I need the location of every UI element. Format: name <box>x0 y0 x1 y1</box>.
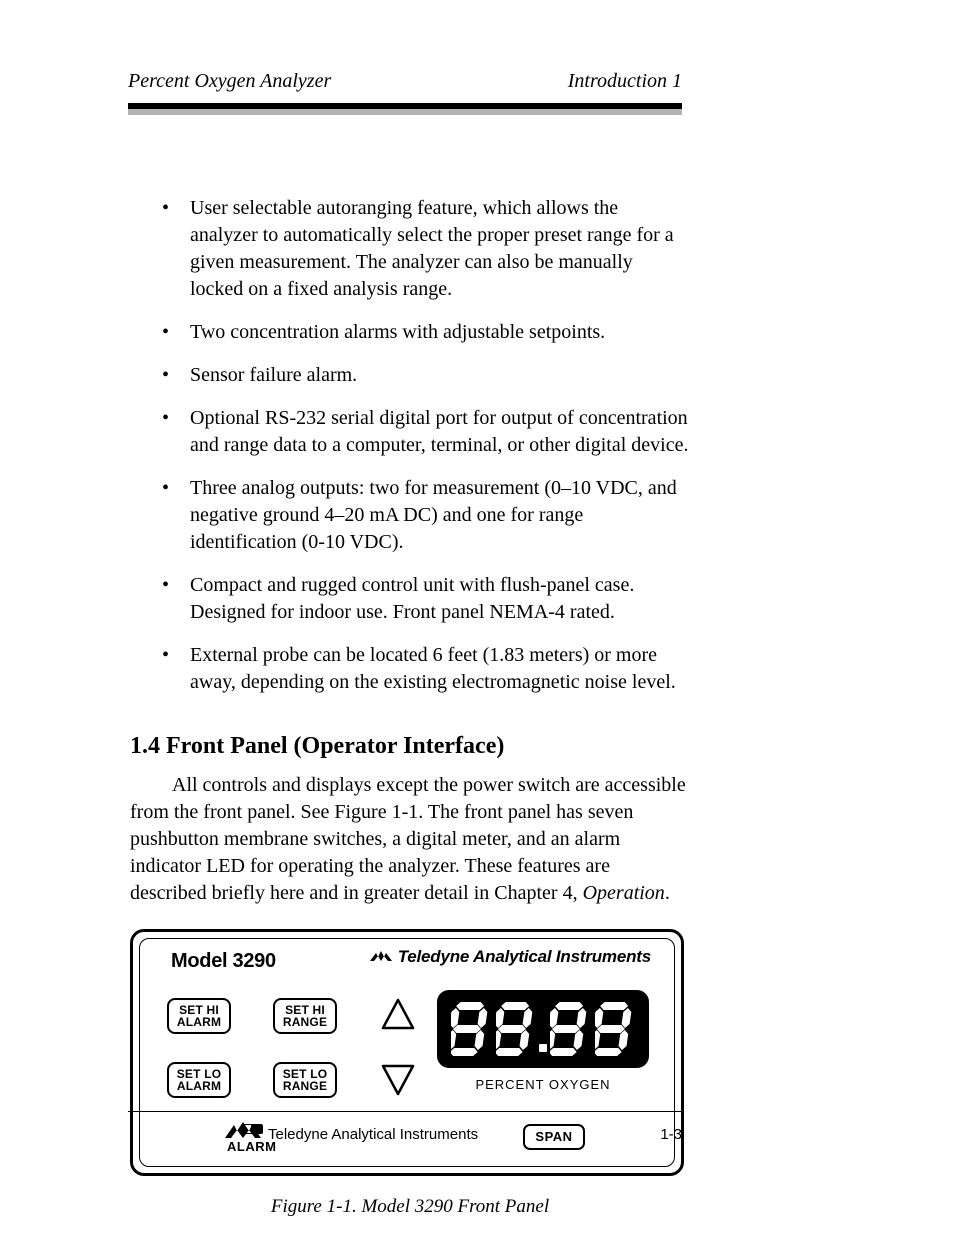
body-content: User selectable autoranging feature, whi… <box>130 195 690 1220</box>
display-caption: PERCENT OXYGEN <box>437 1076 649 1094</box>
running-header-left: Percent Oxygen Analyzer <box>128 70 331 93</box>
seven-segment-digit <box>451 1000 491 1058</box>
section-heading: 1.4 Front Panel (Operator Interface) <box>130 730 690 762</box>
footer-brand-text: Teledyne Analytical Instruments <box>268 1126 478 1143</box>
up-arrow-button[interactable] <box>380 998 416 1032</box>
button-label-line: ALARM <box>177 1016 221 1029</box>
button-label-line: ALARM <box>177 1080 221 1093</box>
seven-segment-digit <box>496 1000 536 1058</box>
page-number: 1-3 <box>660 1126 682 1143</box>
set-lo-alarm-button[interactable]: SET LO ALARM <box>167 1062 231 1098</box>
teledyne-logo-icon <box>225 1122 261 1147</box>
digital-display <box>437 990 649 1068</box>
button-label-line: RANGE <box>283 1080 327 1093</box>
seven-segment-digit <box>550 1000 590 1058</box>
brand-text: Teledyne Analytical Instruments <box>398 946 651 969</box>
down-arrow-button[interactable] <box>380 1062 416 1096</box>
model-label: Model 3290 <box>171 948 276 975</box>
seven-segment-row <box>451 1002 635 1056</box>
header-rule <box>128 103 682 115</box>
list-item: Two concentration alarms with adjustable… <box>130 319 690 346</box>
running-header-right: Introduction 1 <box>568 70 682 93</box>
chapter-reference: Operation <box>583 882 665 904</box>
teledyne-logo-icon <box>370 951 392 965</box>
footer-rule <box>128 1111 682 1113</box>
list-item: User selectable autoranging feature, whi… <box>130 195 690 303</box>
set-lo-range-button[interactable]: SET LO RANGE <box>273 1062 337 1098</box>
list-item: Compact and rugged control unit with flu… <box>130 572 690 626</box>
figure: Model 3290 Teledyne Analytical Instrumen… <box>130 929 690 1220</box>
seven-segment-digit <box>595 1000 635 1058</box>
button-label-line: RANGE <box>283 1016 327 1029</box>
list-item: Three analog outputs: two for measuremen… <box>130 475 690 556</box>
span-button[interactable]: SPAN <box>523 1124 585 1150</box>
paragraph-text-post: . <box>665 882 670 904</box>
section-paragraph: All controls and displays except the pow… <box>130 772 690 907</box>
brand: Teledyne Analytical Instruments <box>370 946 651 969</box>
list-item: Optional RS-232 serial digital port for … <box>130 405 690 459</box>
feature-list: User selectable autoranging feature, whi… <box>130 195 690 696</box>
digital-display-group: PERCENT OXYGEN <box>437 990 649 1094</box>
list-item: External probe can be located 6 feet (1.… <box>130 642 690 696</box>
set-hi-range-button[interactable]: SET HI RANGE <box>273 998 337 1034</box>
set-hi-alarm-button[interactable]: SET HI ALARM <box>167 998 231 1034</box>
page: Percent Oxygen Analyzer Introduction 1 U… <box>0 0 954 1235</box>
list-item: Sensor failure alarm. <box>130 362 690 389</box>
decimal-point-icon <box>539 1044 547 1052</box>
figure-caption: Figure 1-1. Model 3290 Front Panel <box>130 1194 690 1220</box>
